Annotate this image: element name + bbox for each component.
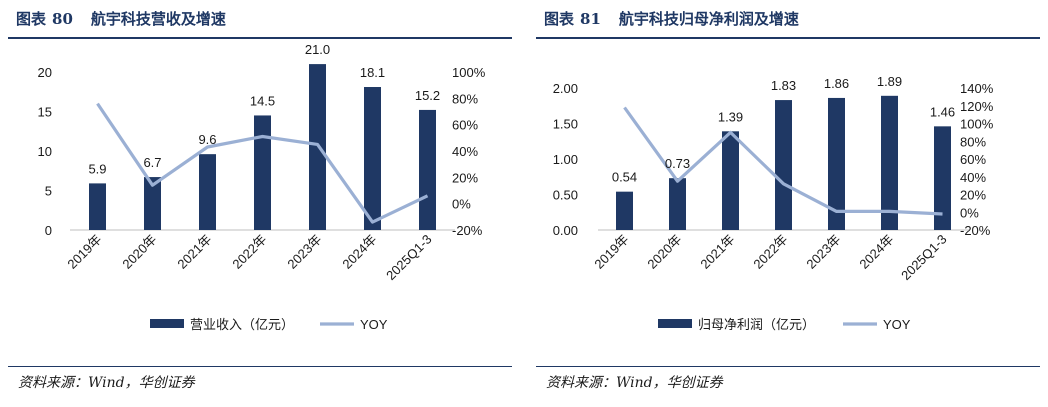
title-number: 81 [580, 10, 601, 28]
x-tick-label: 2025Q1-3 [383, 232, 434, 283]
title-rule [536, 37, 1040, 39]
legend-swatch-bar [150, 319, 184, 328]
bar [199, 154, 216, 230]
bar-data-label: 18.1 [360, 65, 385, 80]
panel-title: 图表 81 航宇科技归母净利润及增速 [544, 8, 799, 29]
footer-rule [8, 366, 512, 367]
x-tick-label: 2023年 [803, 232, 843, 272]
y-left-tick-label: 10 [38, 144, 52, 159]
legend-label-line: YOY [360, 317, 388, 332]
bar-data-label: 1.46 [930, 104, 955, 119]
bar-data-label: 21.0 [305, 42, 330, 57]
title-number: 80 [52, 10, 73, 28]
y-right-tick-label: 60% [960, 152, 986, 167]
bar-data-label: 0.54 [612, 170, 637, 185]
y-left-tick-label: 1.00 [553, 152, 578, 167]
title-text: 航宇科技营收及增速 [90, 10, 226, 28]
bar-data-label: 15.2 [415, 88, 440, 103]
x-tick-label: 2020年 [119, 232, 159, 272]
bar [669, 178, 686, 230]
y-right-tick-label: 40% [960, 170, 986, 185]
y-right-tick-label: 40% [452, 144, 478, 159]
legend-label-bar: 归母净利润（亿元） [698, 317, 815, 332]
y-left-tick-label: 2.00 [553, 81, 578, 96]
title-prefix: 图表 [16, 10, 47, 28]
title-rule [8, 37, 512, 39]
bar [881, 95, 898, 230]
bar [934, 126, 951, 230]
y-right-tick-label: 0% [452, 197, 471, 212]
x-tick-label: 2019年 [64, 232, 104, 272]
bar [144, 177, 161, 230]
bar [419, 109, 436, 230]
chart-panel-revenue: 图表 80 航宇科技营收及增速 0 5 10 15 20 -20% 0% 20% 40% 60% 80%… [0, 0, 520, 407]
net-profit-chart: 0.00 0.50 1.00 1.50 2.00 -20% 0% 20% 40% 60% 80% 10… [553, 74, 994, 332]
source-note: 资料来源：Wind，华创证券 [546, 375, 723, 391]
bar [254, 115, 271, 230]
bar-data-label: 5.9 [88, 161, 106, 176]
footer-rule [536, 366, 1040, 367]
y-left-tick-label: 0 [45, 223, 52, 238]
x-tick-label: 2020年 [644, 232, 684, 272]
bar-data-label: 1.86 [824, 76, 849, 91]
y-right-tick-label: -20% [452, 223, 483, 238]
x-tick-label: 2024年 [856, 232, 896, 272]
y-left-tick-label: 15 [38, 105, 52, 120]
x-tick-label: 2025Q1-3 [898, 232, 949, 283]
bar-data-label: 9.6 [198, 132, 216, 147]
bar [364, 87, 381, 230]
bar-data-label: 0.73 [665, 156, 690, 171]
y-right-tick-label: 20% [452, 170, 478, 185]
source-note: 资料来源：Wind，华创证券 [18, 375, 195, 391]
legend-label-line: YOY [883, 317, 911, 332]
title-text: 航宇科技归母净利润及增速 [618, 10, 799, 28]
x-tick-label: 2019年 [591, 232, 631, 272]
bar [616, 191, 633, 230]
x-tick-label: 2022年 [229, 232, 269, 272]
bar [89, 183, 106, 230]
bar-data-label: 1.39 [718, 109, 743, 124]
x-tick-label: 2022年 [750, 232, 790, 272]
bar-data-label: 1.83 [771, 78, 796, 93]
legend-label-bar: 营业收入（亿元） [190, 317, 294, 332]
panel-title: 图表 80 航宇科技营收及增速 [16, 8, 226, 29]
y-left-tick-label: 0.00 [553, 223, 578, 238]
y-right-tick-label: 0% [960, 205, 979, 220]
bar-data-label: 6.7 [143, 155, 161, 170]
revenue-chart: 0 5 10 15 20 -20% 0% 20% 40% 60% 80% 100% 5.9 6.7 9.6 1… [38, 42, 486, 332]
y-right-tick-label: -20% [960, 223, 991, 238]
bar-data-label: 14.5 [250, 93, 275, 108]
bar [828, 97, 845, 230]
y-left-tick-label: 1.50 [553, 117, 578, 132]
y-left-tick-label: 0.50 [553, 188, 578, 203]
y-right-tick-label: 100% [452, 65, 486, 80]
bar [775, 100, 792, 230]
x-tick-label: 2021年 [697, 232, 737, 272]
bar [722, 131, 739, 230]
y-left-tick-label: 20 [38, 65, 52, 80]
y-right-tick-label: 80% [452, 91, 478, 106]
y-right-tick-label: 20% [960, 188, 986, 203]
legend-swatch-bar [658, 319, 692, 328]
y-right-tick-label: 80% [960, 134, 986, 149]
bar-data-label: 1.89 [877, 74, 902, 89]
x-tick-label: 2021年 [174, 232, 214, 272]
chart-panel-net-profit: 图表 81 航宇科技归母净利润及增速 0.00 0.50 1.00 1.50 2.00 -20… [528, 0, 1048, 407]
x-tick-label: 2023年 [284, 232, 324, 272]
y-right-tick-label: 140% [960, 81, 994, 96]
y-left-tick-label: 5 [45, 184, 52, 199]
y-right-tick-label: 100% [960, 117, 994, 132]
y-right-tick-label: 120% [960, 99, 994, 114]
title-prefix: 图表 [544, 10, 575, 28]
x-tick-label: 2024年 [339, 232, 379, 272]
y-right-tick-label: 60% [452, 118, 478, 133]
